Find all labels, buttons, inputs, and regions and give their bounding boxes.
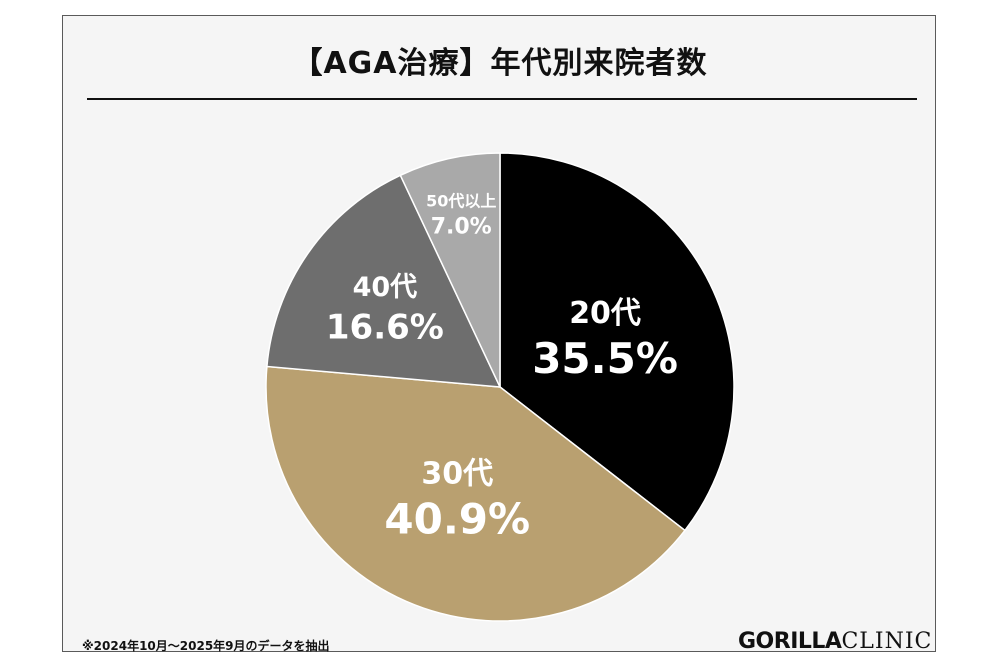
pie-slice [399,152,501,388]
slice-value-label: 7.0% [431,215,492,240]
pie-slice [266,174,502,388]
gorilla-clinic-logo: GORILLACLINIC [738,628,932,654]
slice-category-label: 40代 [353,272,418,303]
slice-value-label: 35.5% [532,334,678,383]
logo-text-bold: GORILLA [738,629,842,654]
data-period-footnote: ※2024年10月～2025年9月のデータを抽出 [82,639,330,653]
logo-text-light: CLINIC [841,629,933,654]
slice-value-label: 40.9% [384,495,530,544]
slice-value-label: 16.6% [326,308,444,348]
slice-category-label: 30代 [421,456,493,491]
pie-slice [265,365,686,622]
chart-title: 【AGA治療】年代別来院者数 [292,46,708,81]
pie-slice [499,152,735,532]
title-underline [87,98,917,100]
slice-category-label: 20代 [569,296,641,331]
slice-category-label: 50代以上 [426,192,496,211]
